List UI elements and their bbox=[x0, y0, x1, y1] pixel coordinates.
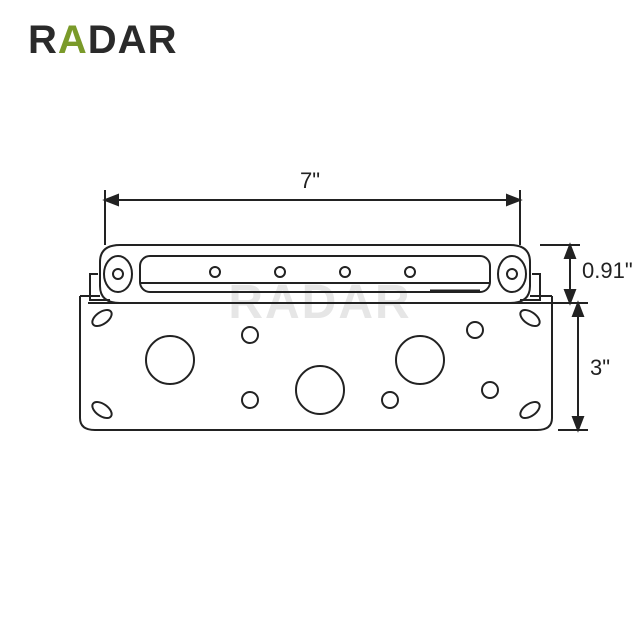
dim-bar-height-label: 0.91" bbox=[582, 258, 633, 284]
dim-plate-height-label: 3" bbox=[590, 355, 610, 381]
light-bar bbox=[100, 245, 530, 303]
dim-width-label: 7" bbox=[300, 168, 320, 194]
dim-width bbox=[105, 190, 520, 245]
dim-plate-height bbox=[558, 303, 588, 430]
dimension-diagram bbox=[0, 0, 640, 640]
mounting-plate bbox=[80, 296, 552, 430]
dim-bar-height bbox=[540, 245, 580, 303]
